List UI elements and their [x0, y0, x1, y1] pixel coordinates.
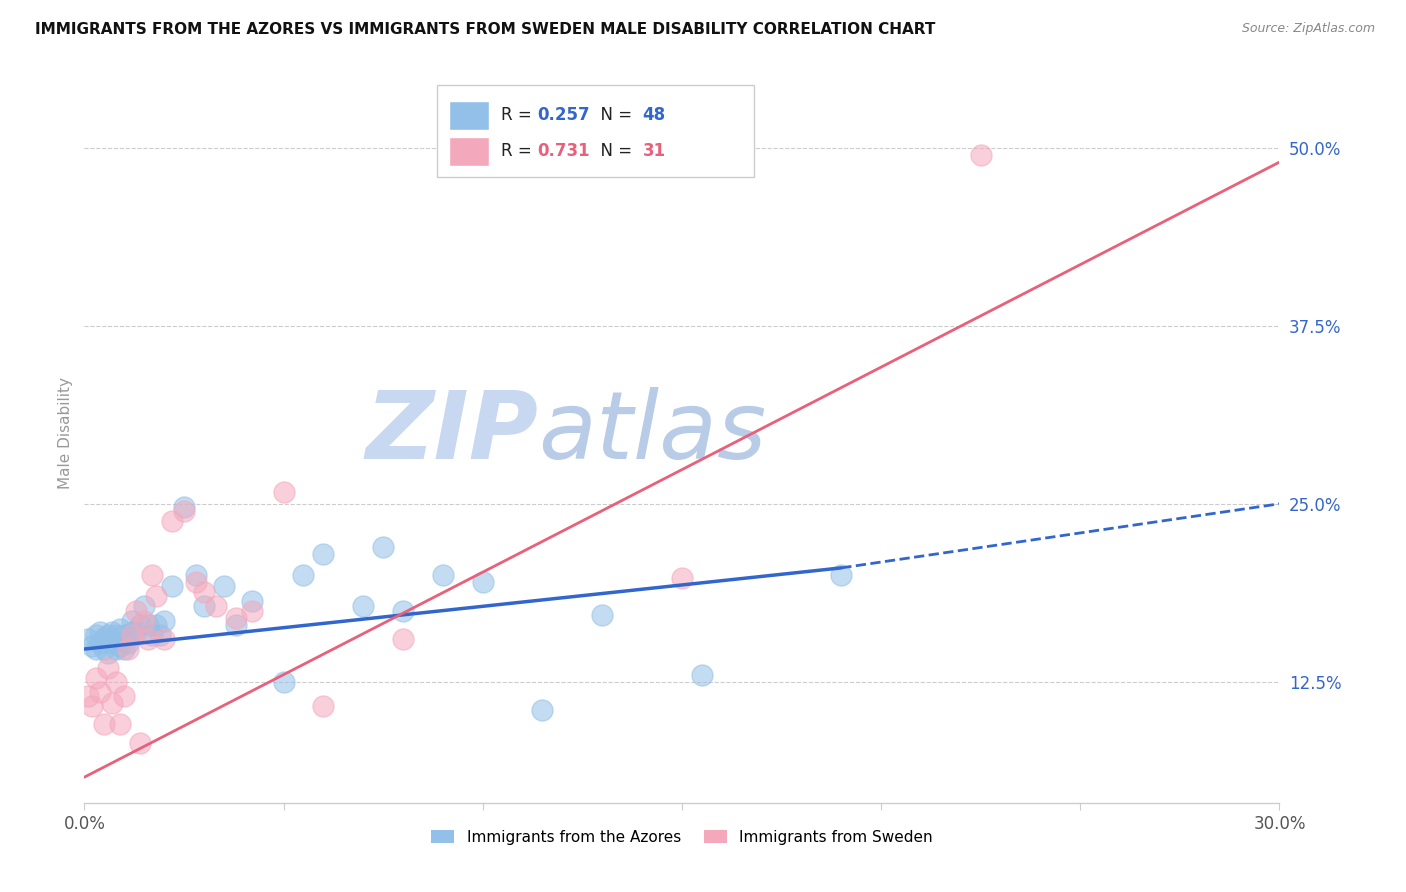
Text: Source: ZipAtlas.com: Source: ZipAtlas.com [1241, 22, 1375, 36]
Point [193, 599, 215, 614]
Point [136, 632, 159, 646]
Point [149, 628, 172, 642]
Text: 31: 31 [643, 143, 665, 161]
Point [225, 610, 247, 624]
Point [212, 579, 235, 593]
Point [101, 624, 124, 639]
Text: 0.257: 0.257 [537, 106, 591, 124]
Point [136, 617, 159, 632]
Point [112, 628, 135, 642]
Point [101, 636, 124, 650]
Point [273, 674, 295, 689]
Point [312, 698, 335, 713]
Point [225, 617, 247, 632]
Point [132, 614, 156, 628]
Point [125, 624, 148, 639]
Point [240, 593, 263, 607]
Point [240, 604, 263, 618]
Point [86, 642, 108, 657]
Point [105, 642, 128, 657]
Text: ZIP: ZIP [366, 386, 538, 479]
Point [141, 568, 163, 582]
Point [184, 568, 207, 582]
Text: IMMIGRANTS FROM THE AZORES VS IMMIGRANTS FROM SWEDEN MALE DISABILITY CORRELATION: IMMIGRANTS FROM THE AZORES VS IMMIGRANTS… [35, 22, 935, 37]
Point [89, 685, 111, 699]
Point [129, 617, 152, 632]
Point [273, 485, 295, 500]
Point [110, 639, 132, 653]
Text: R =: R = [502, 106, 537, 124]
Point [373, 540, 395, 554]
Point [97, 646, 120, 660]
Text: 0.731: 0.731 [537, 143, 591, 161]
Legend: Immigrants from the Azores, Immigrants from Sweden: Immigrants from the Azores, Immigrants f… [425, 823, 939, 851]
Text: 48: 48 [643, 106, 665, 124]
Point [132, 599, 156, 614]
Point [160, 579, 183, 593]
Text: N =: N = [591, 143, 637, 161]
Point [93, 642, 115, 657]
Point [690, 667, 713, 681]
Point [830, 568, 852, 582]
Point [93, 631, 115, 645]
Point [292, 568, 315, 582]
Point [129, 736, 152, 750]
Point [153, 632, 176, 646]
Point [193, 585, 215, 599]
Point [312, 547, 335, 561]
Point [89, 636, 111, 650]
Point [471, 575, 494, 590]
FancyBboxPatch shape [449, 136, 489, 166]
Point [97, 628, 120, 642]
Point [205, 599, 228, 614]
Point [121, 628, 143, 642]
Point [82, 639, 104, 653]
Point [392, 632, 415, 646]
Point [93, 717, 115, 731]
Point [110, 717, 132, 731]
Point [173, 504, 195, 518]
Point [184, 575, 207, 590]
Point [125, 604, 148, 618]
Point [101, 696, 124, 710]
Point [392, 604, 415, 618]
Point [110, 622, 132, 636]
Point [77, 632, 100, 646]
Point [105, 674, 128, 689]
FancyBboxPatch shape [437, 85, 754, 178]
Text: atlas: atlas [538, 387, 766, 478]
Point [153, 614, 176, 628]
Point [671, 571, 693, 585]
Point [97, 660, 120, 674]
Point [352, 599, 374, 614]
Point [141, 628, 163, 642]
Point [591, 607, 613, 622]
Point [531, 703, 554, 717]
Point [112, 689, 135, 703]
Point [77, 689, 100, 703]
Point [970, 148, 993, 162]
Point [160, 514, 183, 528]
Text: R =: R = [502, 143, 537, 161]
Point [432, 568, 454, 582]
Point [82, 698, 104, 713]
Point [145, 590, 167, 604]
Point [117, 642, 139, 657]
Point [105, 628, 128, 642]
Point [121, 614, 143, 628]
Y-axis label: Male Disability: Male Disability [58, 376, 73, 489]
Point [117, 636, 139, 650]
Point [89, 624, 111, 639]
Point [173, 500, 195, 514]
Point [112, 642, 135, 657]
Point [86, 671, 108, 685]
FancyBboxPatch shape [449, 101, 489, 129]
Text: N =: N = [591, 106, 637, 124]
Point [145, 617, 167, 632]
Point [86, 628, 108, 642]
Point [121, 624, 143, 639]
